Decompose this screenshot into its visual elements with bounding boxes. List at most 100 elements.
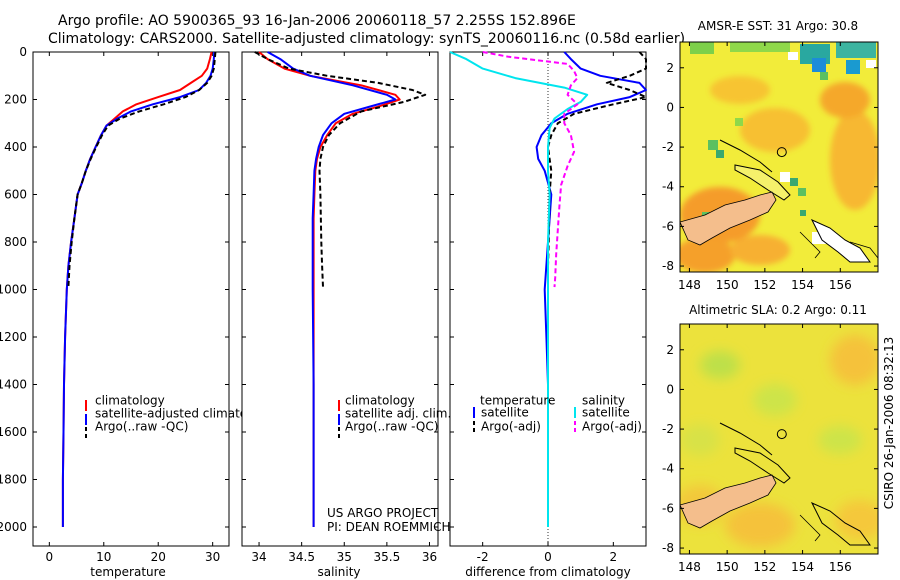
x-tick-label: -2 bbox=[477, 550, 489, 564]
series-line-argo-raw-qc bbox=[67, 51, 217, 288]
series-line-salinity-satellite bbox=[449, 51, 589, 527]
temperature-xlabel: temperature bbox=[90, 565, 165, 579]
legend-sat-label: satellite adj. clim. bbox=[345, 407, 451, 421]
sla-map-panel: Altimetric SLA: 0.2 Argo: 0.11 bbox=[662, 303, 879, 574]
series-line-temperature-satellite bbox=[535, 51, 647, 527]
x-tick-label: 35.5 bbox=[374, 550, 401, 564]
x-tick-label: 20 bbox=[151, 550, 166, 564]
x-tick-label: 10 bbox=[96, 550, 111, 564]
y-tick-label: 1800 bbox=[0, 473, 27, 487]
y-tick-label: 800 bbox=[4, 235, 27, 249]
sla-land bbox=[680, 422, 871, 546]
salinity-panel: 34 34.5 35 35.5 36 salinity climatology sate… bbox=[241, 51, 451, 579]
temperature-ticks: 0 10 20 30 0 200 400 600 800 1000 1200 1400 1600 1800… bbox=[0, 45, 229, 564]
sla-map-title: Altimetric SLA: 0.2 Argo: 0.11 bbox=[689, 303, 867, 317]
legend-temp-argo-label: Argo(-adj) bbox=[481, 420, 541, 434]
legend-clim-label: climatology bbox=[95, 394, 165, 408]
series-line-satellite-adj-clim bbox=[267, 51, 397, 527]
salinity-frame bbox=[241, 51, 439, 547]
legend-clim-label: climatology bbox=[345, 394, 415, 408]
x-tick-label: 34 bbox=[251, 550, 266, 564]
y-tick-label: 2000 bbox=[0, 520, 27, 534]
y-tick-label: -8 bbox=[662, 259, 674, 273]
legend-sat-label: satellite-adjusted climatology bbox=[95, 407, 273, 421]
difference-legend: temperature salinity satellite Argo(-adj… bbox=[473, 394, 642, 434]
salinity-ticks: 34 34.5 35 35.5 36 bbox=[242, 51, 438, 564]
legend-salinity-heading: salinity bbox=[582, 394, 625, 408]
difference-lines bbox=[449, 51, 647, 527]
x-tick-label: 148 bbox=[678, 560, 701, 574]
x-tick-label: 34.5 bbox=[288, 550, 315, 564]
y-tick-label: -4 bbox=[662, 462, 674, 476]
sla-map-ticks: 148 150 152 154 156 2 0 -2 -4 -6 -8 bbox=[662, 324, 878, 574]
difference-xlabel: difference from climatology bbox=[465, 565, 631, 579]
x-tick-label: 150 bbox=[716, 278, 739, 292]
temperature-legend: climatology satellite-adjusted climatolo… bbox=[85, 394, 273, 438]
legend-temperature-heading: temperature bbox=[480, 394, 555, 408]
sst-cool-pixels bbox=[690, 42, 876, 244]
y-tick-label: 0 bbox=[666, 100, 674, 114]
credit-line1: US ARGO PROJECT bbox=[327, 506, 439, 520]
sst-warm-patches bbox=[680, 76, 878, 272]
y-tick-label: 0 bbox=[19, 45, 27, 59]
sla-field bbox=[680, 324, 878, 554]
x-tick-label: 154 bbox=[791, 560, 814, 574]
difference-ticks: -2 0 2 bbox=[450, 51, 646, 564]
y-tick-label: 1000 bbox=[0, 283, 27, 297]
y-tick-label: 2 bbox=[666, 61, 674, 75]
y-tick-label: -6 bbox=[662, 501, 674, 515]
series-line-argo-raw-qc bbox=[254, 51, 427, 288]
x-tick-label: 150 bbox=[716, 560, 739, 574]
header-line1: Argo profile: AO 5900365_93 16-Jan-2006 … bbox=[58, 13, 576, 29]
salinity-xlabel: salinity bbox=[317, 565, 360, 579]
y-tick-label: 200 bbox=[4, 93, 27, 107]
sst-field bbox=[680, 42, 878, 272]
sla-map-frame bbox=[679, 323, 879, 555]
sla-patches bbox=[680, 335, 878, 547]
credit-line2: PI: DEAN ROEMMICH bbox=[327, 520, 450, 534]
x-tick-label: 36 bbox=[422, 550, 437, 564]
legend-sal-argo-label: Argo(-adj) bbox=[582, 420, 642, 434]
legend-temp-sat-label: satellite bbox=[481, 406, 529, 420]
x-tick-label: 35 bbox=[337, 550, 352, 564]
y-tick-label: -6 bbox=[662, 219, 674, 233]
legend-argo-label: Argo(..raw -QC) bbox=[95, 420, 188, 434]
argo-position-marker bbox=[776, 429, 787, 440]
y-tick-label: 2 bbox=[666, 343, 674, 357]
x-tick-label: 2 bbox=[610, 550, 618, 564]
sst-map-frame bbox=[679, 41, 879, 273]
x-tick-label: 156 bbox=[829, 278, 852, 292]
legend-sal-sat-label: satellite bbox=[582, 406, 630, 420]
x-tick-label: 152 bbox=[753, 560, 776, 574]
x-tick-label: 156 bbox=[829, 560, 852, 574]
x-tick-label: 154 bbox=[791, 278, 814, 292]
timestamp: CSIRO 26-Jan-2006 08:32:13 bbox=[882, 337, 896, 509]
y-tick-label: 1200 bbox=[0, 330, 27, 344]
temperature-lines bbox=[61, 51, 217, 527]
x-tick-label: 148 bbox=[678, 278, 701, 292]
sst-map-ticks: 148 150 152 154 156 2 0 -2 -4 -6 -8 bbox=[662, 42, 878, 292]
difference-panel: -2 0 2 difference from climatology tempera… bbox=[449, 51, 647, 579]
y-tick-label: 1600 bbox=[0, 425, 27, 439]
sst-map-title: AMSR-E SST: 31 Argo: 30.8 bbox=[698, 19, 858, 33]
y-tick-label: 400 bbox=[4, 140, 27, 154]
y-tick-label: -2 bbox=[662, 422, 674, 436]
series-line-salinity-argo-adj bbox=[482, 51, 579, 288]
y-tick-label: 600 bbox=[4, 188, 27, 202]
temperature-panel: 0 10 20 30 0 200 400 600 800 1000 1200 1400 1600 1800… bbox=[0, 45, 273, 579]
header-line2: Climatology: CARS2000. Satellite-adjuste… bbox=[48, 31, 685, 47]
y-tick-label: 1400 bbox=[0, 378, 27, 392]
argo-position-marker bbox=[776, 147, 787, 158]
salinity-legend: climatology satellite adj. clim. Argo(..… bbox=[338, 394, 451, 438]
y-tick-label: 0 bbox=[666, 382, 674, 396]
y-tick-label: -2 bbox=[662, 140, 674, 154]
y-tick-label: -8 bbox=[662, 541, 674, 555]
sst-map-panel: AMSR-E SST: 31 Argo: 30.8 bbox=[662, 19, 879, 292]
sst-land bbox=[680, 139, 878, 263]
salinity-lines bbox=[254, 51, 427, 527]
y-tick-label: -4 bbox=[662, 180, 674, 194]
legend-argo-label: Argo(..raw -QC) bbox=[345, 420, 438, 434]
x-tick-label: 30 bbox=[205, 550, 220, 564]
